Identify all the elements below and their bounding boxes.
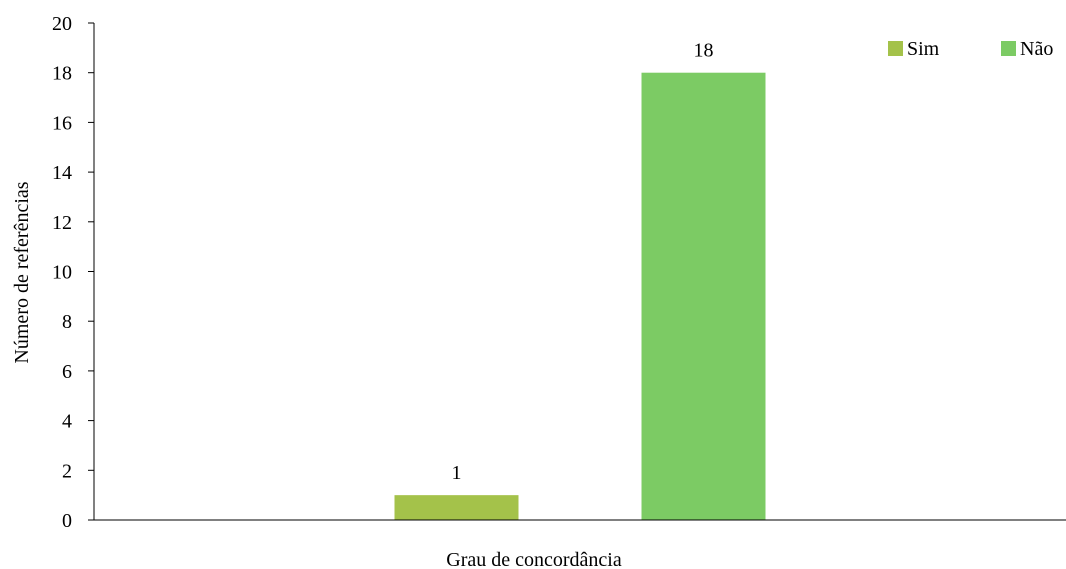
y-tick-label: 14 xyxy=(52,162,72,184)
legend: Sim Não xyxy=(888,38,1053,60)
legend-swatch-sim xyxy=(888,41,903,56)
x-axis-title: Grau de concordância xyxy=(446,549,622,569)
legend-label-não: Não xyxy=(1020,38,1053,60)
bar-data-label: 18 xyxy=(694,40,714,62)
y-tick-label: 8 xyxy=(62,311,72,333)
data-labels: 1 18 xyxy=(452,40,714,484)
legend-swatch-não xyxy=(1001,41,1016,56)
y-tick-label: 16 xyxy=(52,112,72,134)
y-tick-label: 10 xyxy=(52,262,72,284)
y-tick-label: 6 xyxy=(62,361,72,383)
bar-não xyxy=(641,72,766,520)
bars xyxy=(394,72,766,520)
y-tick-label: 0 xyxy=(62,510,72,532)
y-tick-label: 12 xyxy=(52,212,72,234)
y-axis-ticks: 0 2 4 6 8 10 12 14 16 18 20 xyxy=(52,13,94,532)
y-axis-title: Número de referências xyxy=(11,181,33,363)
y-tick-label: 20 xyxy=(52,13,72,35)
bar-data-label: 1 xyxy=(452,462,462,484)
y-tick-label: 18 xyxy=(52,63,72,85)
bar-sim xyxy=(394,495,519,520)
legend-label-sim: Sim xyxy=(907,38,940,60)
y-tick-label: 2 xyxy=(62,460,72,482)
y-tick-label: 4 xyxy=(62,411,72,433)
